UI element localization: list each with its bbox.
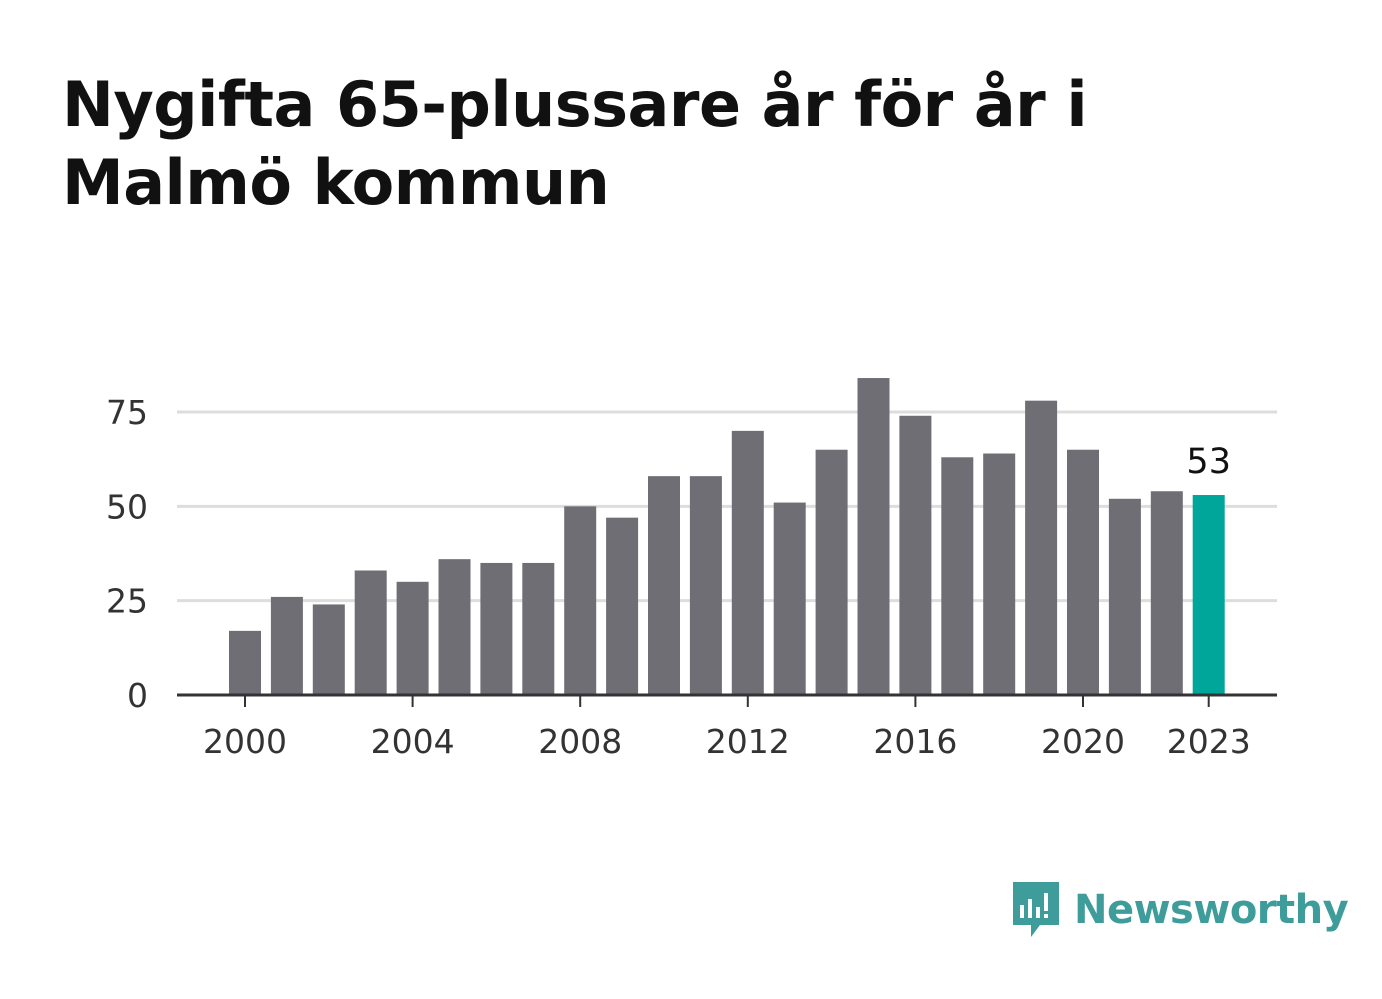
x-tick-label-2023: 2023 (1167, 722, 1251, 761)
bar-2021 (1108, 498, 1141, 695)
bar-2005 (438, 559, 471, 695)
axes: 0 25 50 75 2000 2004 2008 2012 2016 2020 2023 (106, 393, 1277, 761)
bar-2008 (564, 506, 597, 695)
bar-2015 (857, 378, 890, 695)
bar-2009 (606, 517, 639, 695)
bar-2007 (522, 562, 555, 695)
bar-2018 (983, 453, 1016, 695)
bar-2022 (1150, 491, 1183, 695)
x-tick-label-2016: 2016 (873, 722, 957, 761)
bar-2013 (773, 502, 806, 695)
x-tick-label-2012: 2012 (706, 722, 790, 761)
bar-2003 (354, 570, 387, 695)
newsworthy-logo-icon (1013, 882, 1059, 937)
newsworthy-wordmark: Newsworthy (1074, 887, 1349, 933)
newsworthy-logo: Newsworthy (1010, 878, 1349, 942)
bar-2004 (396, 581, 429, 695)
bar-2002 (312, 604, 345, 695)
bar-2014 (815, 449, 848, 695)
bar-2011 (689, 476, 722, 695)
y-tick-label-25: 25 (106, 582, 148, 621)
bar-2001 (270, 596, 303, 695)
bar-2012 (731, 430, 764, 695)
bar-2010 (648, 476, 680, 695)
bars (229, 378, 1225, 695)
bar-2019 (1025, 400, 1058, 695)
x-tick-label-2000: 2000 (203, 722, 287, 761)
labels: 53 (1186, 442, 1231, 482)
y-tick-label-75: 75 (106, 393, 148, 432)
bar-2020 (1067, 449, 1099, 695)
bar-2023 (1192, 495, 1225, 695)
bar-2016 (899, 415, 932, 695)
y-tick-label-50: 50 (106, 487, 148, 526)
bar-2000 (229, 630, 261, 695)
x-tick-label-2020: 2020 (1041, 722, 1125, 761)
bar-2017 (941, 457, 974, 695)
x-tick-label-2004: 2004 (371, 722, 455, 761)
bar-2006 (480, 562, 513, 695)
data-label-2023: 53 (1186, 442, 1231, 482)
y-tick-label-0: 0 (127, 676, 148, 715)
chart-title: Nygifta 65-plussare år för år i Malmö ko… (62, 68, 1088, 219)
x-tick-label-2008: 2008 (538, 722, 622, 761)
